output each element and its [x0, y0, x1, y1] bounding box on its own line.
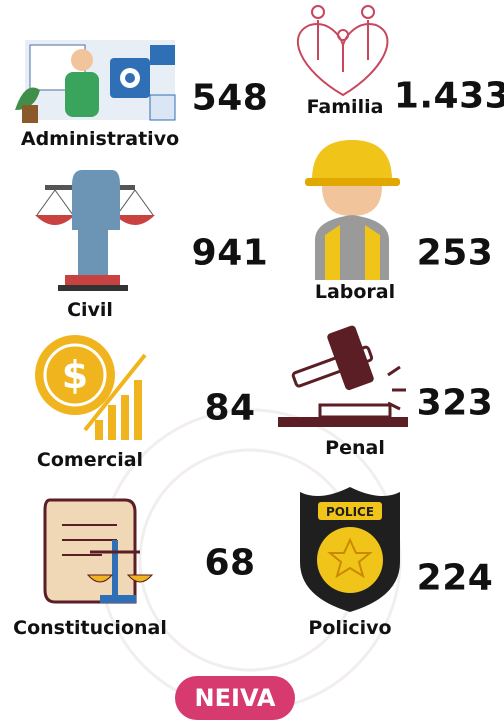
count: 84 — [204, 388, 255, 429]
page: $ POLICE Administrativo 548 Familia 1.43… — [0, 0, 504, 717]
label: Civil — [67, 299, 113, 321]
count: 224 — [417, 558, 494, 599]
icon-constitucional — [45, 500, 152, 603]
icon-policivo: POLICE — [300, 487, 400, 612]
count: 548 — [192, 78, 269, 119]
svg-text:$: $ — [62, 353, 88, 397]
count: 941 — [192, 233, 269, 274]
icon-penal — [278, 323, 408, 427]
icon-civil — [35, 170, 155, 291]
count: 1.433 — [394, 76, 504, 117]
icon-laboral — [305, 140, 400, 280]
label: Familia — [307, 96, 384, 118]
label: Constitucional — [13, 617, 167, 639]
count: 253 — [417, 233, 494, 274]
icon-administrativo — [15, 40, 175, 123]
label: Policivo — [308, 617, 391, 639]
label: Laboral — [315, 281, 395, 303]
svg-text:POLICE: POLICE — [326, 505, 374, 519]
icon-comercial: $ — [35, 335, 145, 440]
label: Administrativo — [21, 128, 179, 150]
count: 323 — [417, 383, 494, 424]
city-badge: NEIVA — [175, 676, 295, 720]
icon-familia — [298, 6, 388, 95]
label: Comercial — [37, 449, 143, 471]
count: 68 — [204, 543, 255, 584]
label: Penal — [325, 437, 385, 459]
